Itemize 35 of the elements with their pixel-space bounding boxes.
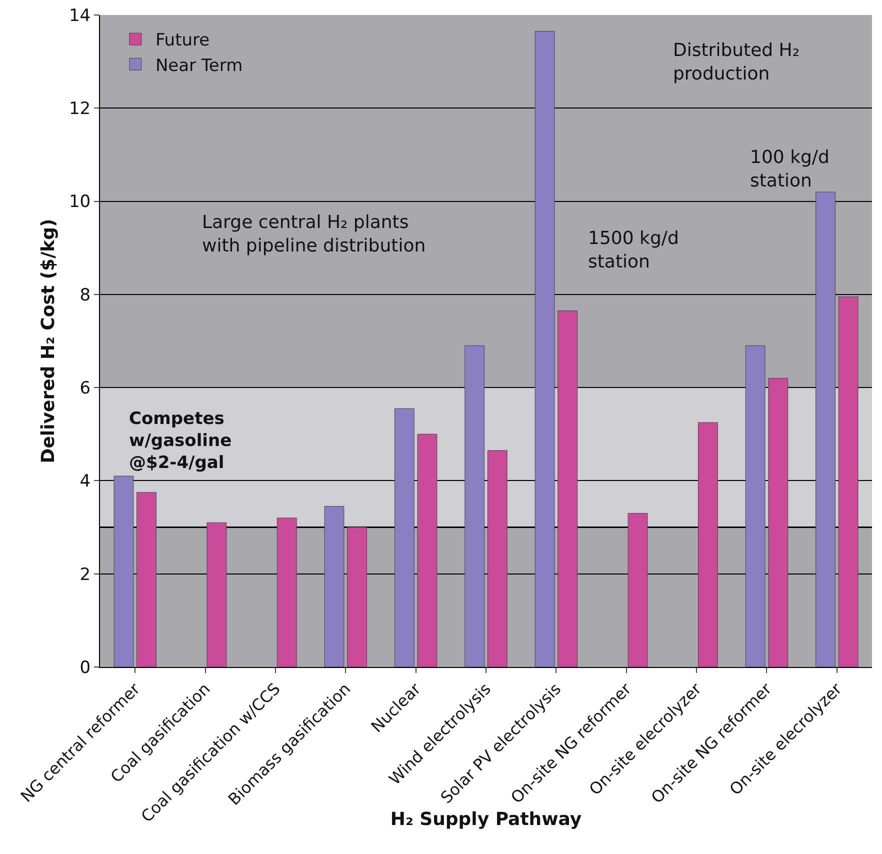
annotation: 100 kg/d station [750,147,830,192]
bar [136,492,156,667]
bar [464,345,485,667]
bar [816,192,836,667]
bar [206,522,227,667]
bar [838,296,858,667]
y-tick-label: 2 [80,564,91,585]
bar [745,345,766,667]
y-tick-label: 4 [80,472,91,492]
legend-label: Near Term [155,56,243,76]
bar [276,518,297,667]
band-label: Competes w/gasoline @$2-4/gal [129,409,232,474]
y-tick-label: 8 [80,285,91,306]
bar [534,31,555,667]
y-axis-title: Delivered H₂ Cost ($/kg) [38,218,59,464]
y-tick-label: 12 [68,99,91,120]
y-tick-label: 10 [68,192,91,212]
bar [487,450,508,667]
y-tick-label: 14 [68,6,91,26]
annotation: 1500 kg/d station [588,228,679,272]
annotation: Distributed H₂ production [673,40,800,84]
bar [417,434,438,667]
y-tick-label: 0 [80,658,91,678]
bar [628,513,648,667]
annotation: Large central H₂ plants with pipeline distribution [202,212,426,256]
bar [324,506,344,667]
bar [347,527,367,667]
legend-label: Future [155,30,210,51]
bar [114,476,134,667]
bar [698,422,718,667]
bar [394,408,414,667]
bar [558,310,578,667]
y-tick-label: 6 [80,378,91,399]
bar [768,378,788,667]
x-axis-title: H₂ Supply Pathway [390,809,582,830]
